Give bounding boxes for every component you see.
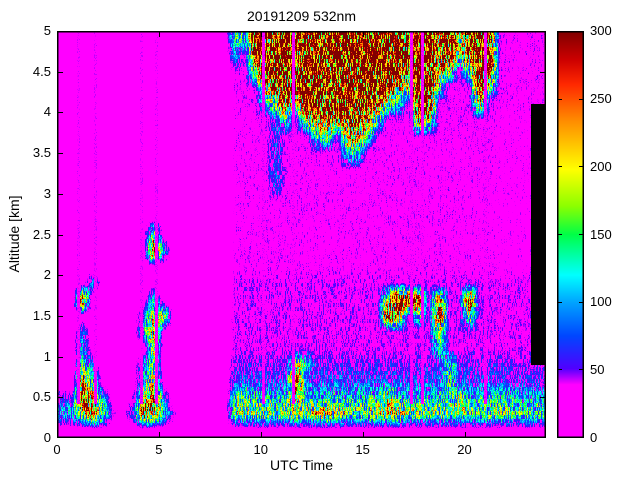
y-tick-label: 0 (43, 430, 51, 445)
colorbar-tick-label: 50 (590, 362, 605, 378)
y-tick-label: 4.5 (32, 63, 51, 79)
y-tick-label: 2.5 (32, 226, 51, 242)
colorbar-tick-label: 0 (590, 430, 598, 445)
colorbar-tick-label: 300 (590, 23, 612, 38)
colorbar-tick-label: 250 (590, 90, 612, 106)
plot-title: 20191209 532nm (247, 8, 356, 24)
y-tick-label: 0.5 (32, 389, 51, 405)
y-tick-label: 3 (43, 185, 51, 201)
colorbar-tick-label: 100 (590, 294, 612, 310)
x-tick-label: 0 (53, 442, 61, 457)
y-tick-label: 1 (43, 348, 51, 364)
y-axis-label: Altitude [km] (6, 195, 22, 273)
y-tick-label: 3.5 (32, 145, 51, 161)
x-axis-label: UTC Time (270, 457, 333, 473)
colorbar-tick-label: 150 (590, 226, 612, 242)
colorbar-canvas (557, 31, 584, 438)
x-tick-label: 15 (355, 442, 370, 457)
x-tick-label: 5 (155, 442, 163, 457)
heatmap-canvas (57, 31, 546, 438)
y-tick-label: 2 (43, 267, 51, 283)
y-tick-label: 4 (43, 104, 51, 120)
x-tick-label: 10 (253, 442, 268, 457)
x-tick-label: 20 (457, 442, 472, 457)
colorbar-tick-label: 200 (590, 158, 612, 174)
y-tick-label: 1.5 (32, 307, 51, 323)
y-tick-label: 5 (43, 23, 51, 38)
